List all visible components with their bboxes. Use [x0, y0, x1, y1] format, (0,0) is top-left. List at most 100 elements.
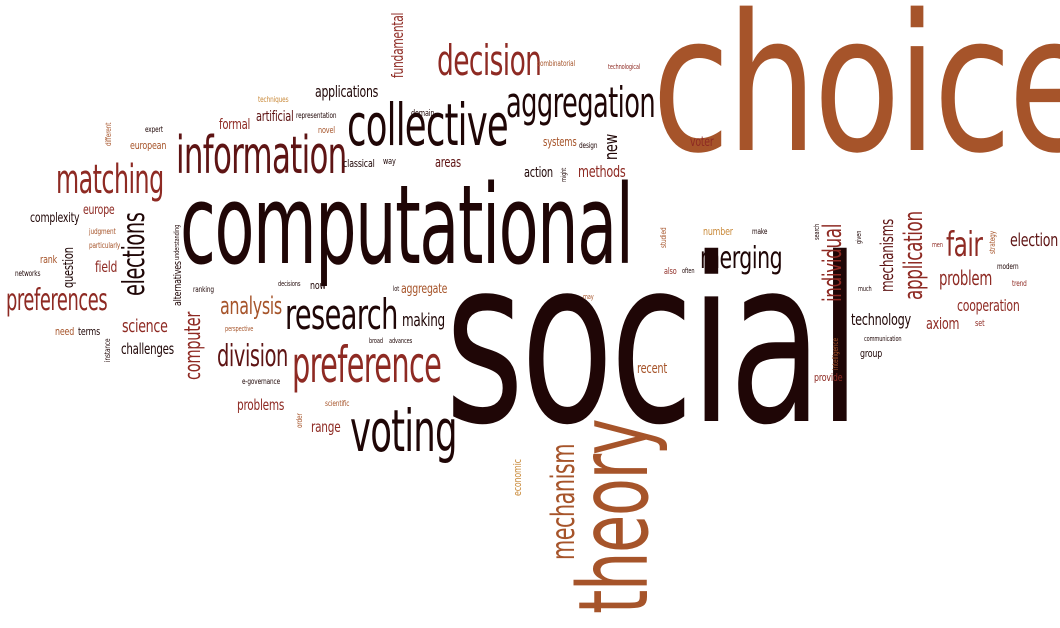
word-ranking: ranking: [193, 285, 214, 294]
word-perspective: perspective: [225, 325, 254, 333]
word-decisions: decisions: [278, 280, 301, 288]
word-order: order: [295, 413, 304, 428]
word-individual: individual: [818, 223, 848, 302]
word-may: may: [583, 293, 594, 301]
word-understanding: understanding: [173, 224, 181, 260]
word-techniques: techniques: [258, 95, 289, 104]
word-technological: technological: [608, 63, 641, 71]
word-domain: domain: [411, 109, 435, 119]
word-design: design: [579, 141, 598, 150]
word-field: field: [95, 258, 118, 276]
word-often: often: [682, 267, 695, 275]
word-rank: rank: [40, 253, 58, 266]
word-need: need: [55, 325, 75, 338]
word-voting: voting: [350, 397, 458, 465]
word-number: number: [703, 225, 733, 238]
word-economic: economic: [511, 459, 524, 496]
word-studied: studied: [659, 227, 668, 248]
word-european: european: [130, 139, 167, 152]
word-set: set: [975, 319, 985, 329]
word-analysis: analysis: [220, 292, 282, 320]
word-men: men: [932, 241, 943, 249]
word-range: range: [311, 418, 341, 436]
word-cooperation: cooperation: [957, 296, 1020, 315]
word-representation: representation: [296, 111, 337, 120]
word-problem: problem: [939, 266, 993, 290]
word-applications: applications: [315, 82, 379, 101]
word-expert: expert: [145, 125, 163, 134]
word-combinatorial: combinatorial: [537, 59, 575, 68]
word-computer: computer: [181, 311, 206, 380]
word-election: election: [1010, 230, 1058, 251]
word-science: science: [122, 316, 168, 337]
word-novel: novel: [318, 126, 335, 136]
word-challenges: challenges: [121, 340, 174, 358]
word-making: making: [402, 310, 445, 331]
word-mechanism: mechanism: [544, 444, 582, 560]
word-complexity: complexity: [30, 211, 80, 226]
word-europe: europe: [83, 203, 115, 218]
word-information: information: [176, 126, 347, 186]
word-formal: formal: [219, 117, 251, 133]
word-recent: recent: [637, 361, 668, 377]
word-make: make: [752, 227, 768, 236]
word-particularly: particularly: [89, 241, 121, 250]
word-trend: trend: [1012, 279, 1027, 288]
word-action: action: [524, 165, 553, 181]
word-elections: elections: [117, 212, 152, 296]
word-preference: preference: [292, 336, 442, 394]
word-search: search: [813, 223, 821, 240]
word-division: division: [217, 339, 288, 374]
word-classical: classical: [343, 157, 375, 170]
word-voter: voter: [690, 135, 714, 150]
word-intelligence: intelligence: [831, 338, 840, 370]
word-group: group: [860, 347, 883, 360]
word-systems: systems: [543, 135, 577, 149]
word-advances: advances: [389, 337, 413, 345]
word-computational: computational: [180, 161, 634, 289]
word-fair: fair: [946, 225, 983, 265]
word-preferences: preferences: [6, 283, 108, 318]
word-way: way: [383, 157, 396, 167]
word-instance: instance: [103, 338, 112, 362]
word-networks: networks: [15, 269, 41, 278]
word-new: new: [601, 134, 622, 160]
word-areas: areas: [435, 155, 461, 171]
word-mechanisms: mechanisms: [877, 218, 898, 292]
word-provide: provide: [814, 371, 843, 384]
word-terms: terms: [78, 325, 101, 338]
word-e-governance: e-governance: [242, 377, 281, 386]
word-methods: methods: [578, 162, 626, 181]
word-choice: choice: [652, 0, 1060, 195]
word-also: also: [664, 267, 677, 277]
word-now: now: [310, 279, 326, 292]
word-merging: merging: [700, 241, 783, 276]
word-application: application: [899, 211, 929, 300]
word-strategy: strategy: [988, 231, 997, 254]
word-artificial: artificial: [256, 109, 294, 125]
word-given: given: [855, 230, 863, 244]
word-matching: matching: [56, 157, 164, 203]
word-aggregate: aggregate: [401, 282, 448, 297]
word-axiom: axiom: [926, 314, 960, 333]
word-lot: lot: [393, 285, 400, 293]
word-fundamental: fundamental: [388, 12, 407, 79]
word-different: different: [104, 122, 113, 146]
word-alternatives: alternatives: [171, 261, 184, 306]
word-problems: problems: [237, 396, 285, 414]
word-scientific: scientific: [325, 399, 350, 408]
word-decision: decision: [437, 36, 542, 85]
word-aggregation: aggregation: [506, 78, 656, 127]
word-collective: collective: [347, 91, 509, 159]
word-communication: communication: [864, 335, 902, 343]
word-judgment: judgment: [89, 227, 116, 236]
word-might: might: [560, 167, 568, 182]
word-technology: technology: [851, 310, 911, 329]
word-modern: modern: [997, 262, 1019, 271]
word-social: social: [445, 209, 861, 475]
word-much: much: [858, 285, 872, 293]
word-broad: broad: [369, 337, 383, 345]
word-question: question: [61, 247, 77, 288]
word-research: research: [285, 290, 398, 339]
